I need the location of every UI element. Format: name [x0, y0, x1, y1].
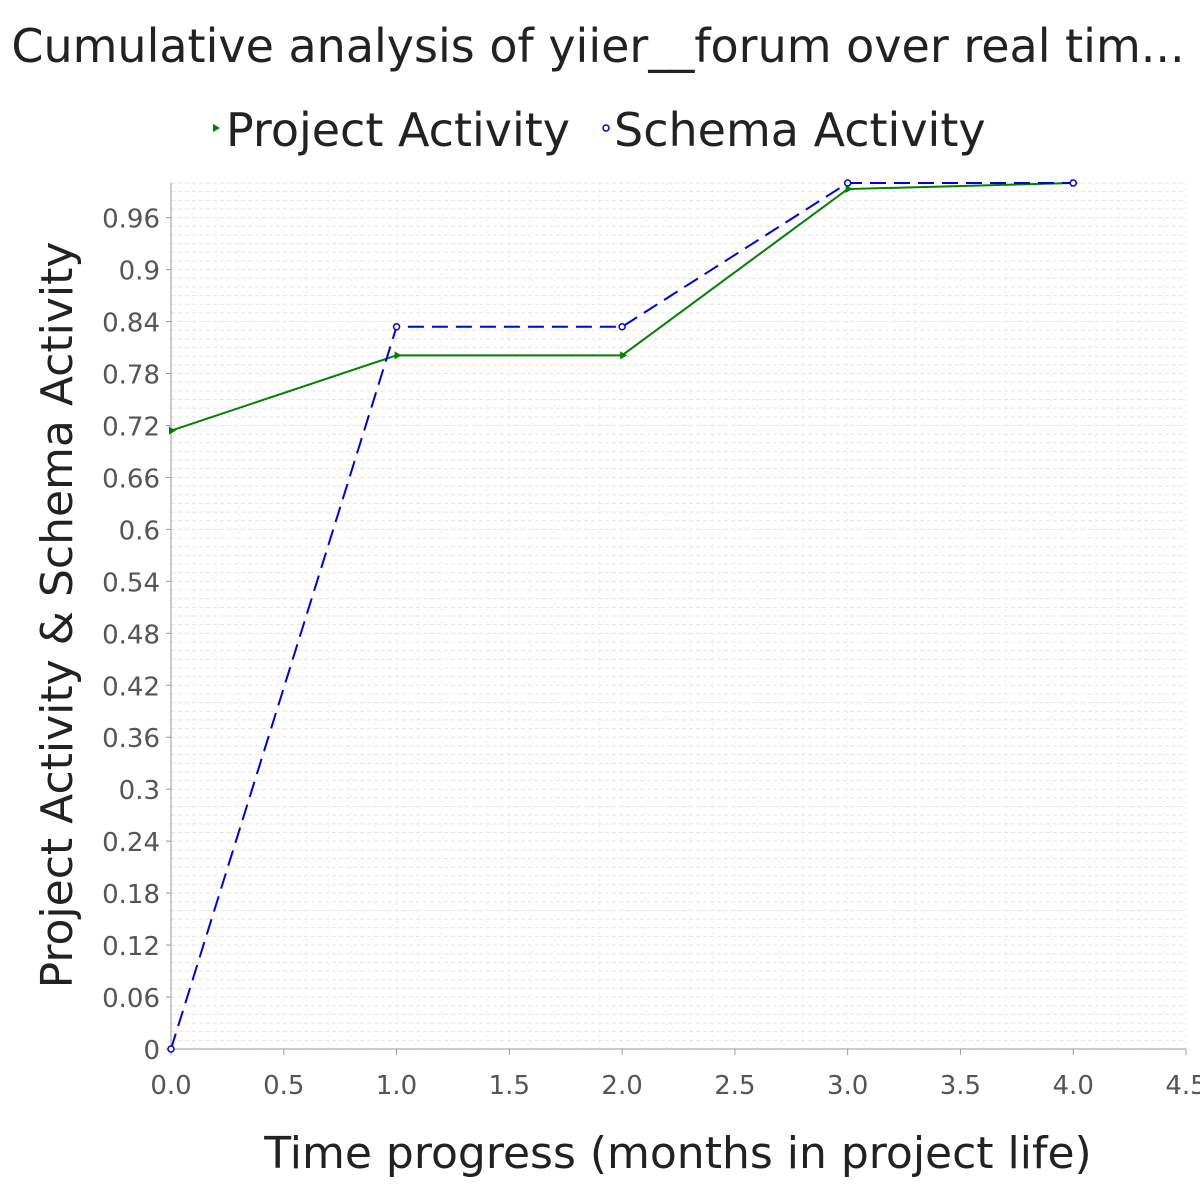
y-tick-label: 0.84	[102, 309, 160, 339]
legend-marker-schema-activity	[602, 124, 610, 132]
x-tick-label: 1.0	[376, 1071, 417, 1101]
x-axis-label: Time progress (months in project life)	[263, 1128, 1091, 1179]
legend-item-project-activity: Project Activity	[213, 103, 570, 157]
y-tick-label: 0.42	[102, 672, 160, 702]
y-tick-label: 0.96	[102, 205, 160, 235]
legend-marker-project-activity	[213, 124, 220, 132]
y-tick-label: 0.3	[119, 776, 160, 806]
grid	[170, 182, 1187, 1050]
y-tick-label: 0.78	[102, 361, 160, 391]
y-tick-label: 0.72	[102, 412, 160, 442]
x-tick-label: 2.0	[601, 1071, 642, 1101]
legend-label-schema-activity: Schema Activity	[614, 103, 986, 157]
x-tick-label: 3.5	[940, 1071, 981, 1101]
chart-title: Cumulative analysis of yiier__forum over…	[11, 19, 1184, 73]
data-point-schema-activity	[843, 179, 852, 187]
data-point-project-activity	[620, 351, 628, 360]
data-point-schema-activity	[392, 323, 401, 331]
y-tick-label: 0.9	[119, 257, 160, 287]
x-tick-label: 0.5	[263, 1071, 304, 1101]
y-tick-label: 0.6	[119, 516, 160, 546]
legend-item-schema-activity: Schema Activity	[602, 103, 986, 157]
y-tick-label: 0.12	[102, 932, 160, 962]
axes	[170, 183, 1186, 1050]
y-axis-label: Project Activity & Schema Activity	[32, 242, 83, 989]
y-tick-label: 0.48	[102, 620, 160, 650]
series-line-schema-activity	[170, 182, 1074, 1050]
legend: Project Activity Schema Activity	[213, 103, 986, 157]
legend-label-project-activity: Project Activity	[226, 103, 570, 157]
y-tick-label: 0	[143, 1036, 160, 1066]
x-tick-label: 2.5	[714, 1071, 755, 1101]
x-tick-label: 1.5	[489, 1071, 530, 1101]
x-tick-label: 4.5	[1165, 1071, 1200, 1101]
x-tick-label: 4.0	[1053, 1071, 1094, 1101]
x-axis-ticks: 0.0 0.5 1.0 1.5 2.0 2.5 3.0 3.5 4.0 4.5	[150, 1049, 1200, 1101]
y-tick-label: 0.36	[102, 724, 160, 754]
y-tick-label: 0.18	[102, 880, 160, 910]
y-tick-label: 0.06	[102, 984, 160, 1014]
data-point-schema-activity	[167, 1045, 175, 1053]
x-tick-label: 3.0	[827, 1071, 868, 1101]
data-point-project-activity	[845, 185, 853, 194]
data-point-schema-activity	[1069, 179, 1077, 187]
x-tick-label: 0.0	[150, 1071, 191, 1101]
y-tick-label: 0.66	[102, 464, 160, 494]
y-tick-label: 0.24	[102, 828, 160, 858]
data-point-schema-activity	[618, 323, 626, 331]
y-tick-label: 0.54	[102, 568, 160, 598]
data-point-project-activity	[394, 351, 402, 360]
y-axis-ticks: 0 0.06 0.12 0.18 0.24 0.3 0.36 0.42 0.48 0.54 0.6 0…	[102, 205, 171, 1066]
series-layer	[167, 179, 1079, 1053]
data-point-project-activity	[169, 426, 176, 435]
